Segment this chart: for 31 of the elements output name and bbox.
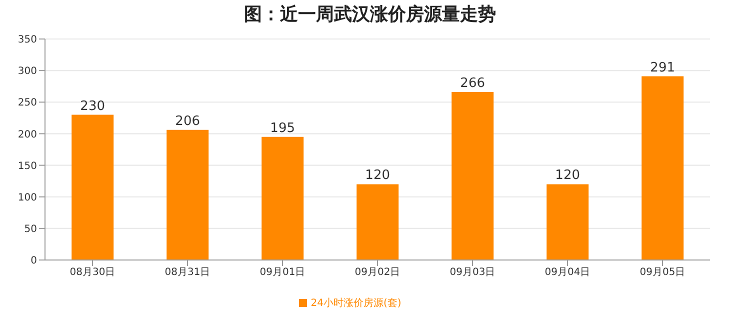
x-tick-label: 09月02日	[354, 267, 400, 278]
x-tick-label: 09月01日	[260, 267, 306, 278]
bar	[452, 92, 494, 260]
bar	[546, 184, 589, 260]
y-tick-label: 150	[18, 160, 37, 172]
y-tick-label: 300	[18, 66, 37, 78]
chart-title: 图：近一周武汉涨价房源量走势	[243, 3, 497, 27]
y-tick-label: 200	[18, 129, 37, 140]
data-label: 120	[365, 168, 390, 184]
y-tick-label: 0	[30, 256, 37, 267]
data-label: 230	[80, 98, 106, 114]
bar	[166, 130, 209, 260]
data-label: 266	[460, 76, 486, 92]
x-tick-label: 08月30日	[70, 267, 116, 278]
data-label: 195	[270, 120, 296, 136]
bar	[356, 184, 399, 260]
data-label: 120	[555, 168, 580, 184]
bar	[642, 76, 684, 260]
y-tick-label: 250	[18, 98, 37, 109]
y-tick-label: 50	[24, 224, 37, 235]
data-label: 206	[175, 114, 200, 129]
data-label: 291	[650, 60, 676, 76]
x-tick-label: 09月03日	[450, 267, 496, 278]
y-tick-label: 100	[18, 192, 37, 204]
x-tick-label: 08月31日	[164, 267, 210, 278]
y-tick-label: 350	[18, 34, 37, 46]
bar	[262, 136, 304, 260]
x-tick-label: 09月04日	[544, 267, 590, 278]
bar	[72, 114, 114, 260]
x-tick-label: 09月05日	[640, 267, 686, 278]
legend-label: 24小时涨价房源(套)	[310, 298, 402, 309]
